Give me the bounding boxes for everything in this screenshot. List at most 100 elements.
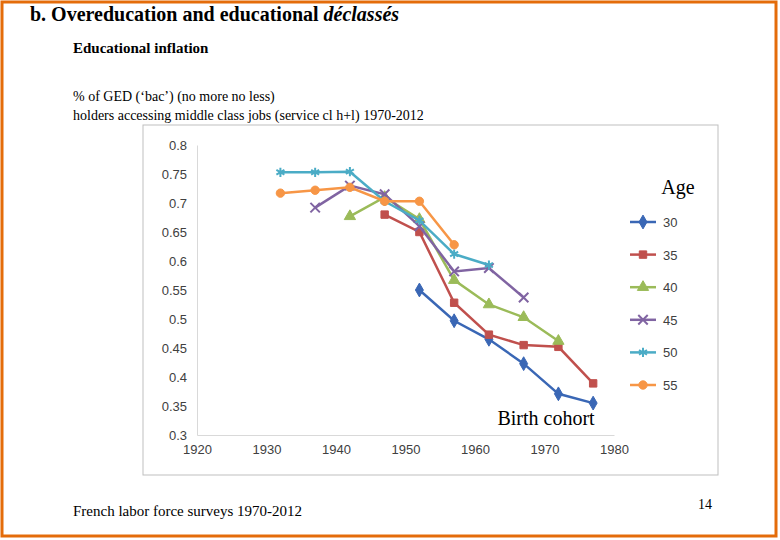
series-line (385, 215, 594, 384)
x-tick: 1970 (531, 435, 560, 457)
x-tick-label: 1970 (531, 442, 560, 457)
legend-swatch-marker (639, 251, 646, 258)
slide-border (2, 2, 776, 536)
x-tick: 1950 (392, 435, 421, 457)
slide: b. Overeducation and educational déclass… (0, 0, 780, 540)
y-tick-label: 0.35 (162, 399, 187, 414)
x-tick: 1930 (253, 435, 282, 457)
series-line (280, 172, 489, 265)
point (276, 189, 284, 197)
legend-entry: 40 (630, 280, 677, 295)
y-tick-label: 0.5 (169, 312, 187, 327)
point (449, 267, 458, 276)
point (485, 331, 492, 338)
y-tick: 0.5 (169, 312, 197, 327)
source: French labor force surveys 1970-2012 (73, 503, 302, 519)
point (344, 210, 355, 220)
point (415, 216, 423, 225)
point (519, 293, 528, 302)
point (380, 197, 388, 205)
legend-swatch-marker (639, 381, 647, 389)
legend-entry: 30 (630, 215, 677, 230)
series-line (315, 186, 524, 298)
x-tick-label: 1940 (322, 442, 351, 457)
x-tick: 1940 (322, 435, 351, 457)
heading-emphasis: déclassés (324, 3, 400, 25)
point (450, 314, 458, 328)
point (553, 335, 564, 345)
point (346, 183, 354, 191)
y-tick-label: 0.8 (169, 138, 187, 153)
legend-entry: 50 (630, 345, 677, 360)
y-axis: 0.3 0.35 0.4 0.45 0.5 0.55 0.6 0.65 0.7 0.75 0.8 (162, 138, 198, 443)
y-tick: 0.75 (162, 167, 197, 182)
y-tick: 0.8 (169, 138, 197, 153)
point (450, 299, 457, 306)
y-tick-label: 0.3 (169, 428, 187, 443)
y-tick: 0.4 (169, 370, 197, 385)
point (520, 341, 527, 348)
point (311, 168, 319, 177)
y-tick: 0.7 (169, 196, 197, 211)
y-tick: 0.35 (162, 399, 197, 414)
page-number: 14 (698, 497, 712, 512)
heading: b. Overeducation and educational déclass… (30, 3, 399, 25)
legend-entry: 45 (630, 313, 677, 328)
y-tick: 0.65 (162, 225, 197, 240)
point (310, 203, 319, 212)
heading-text: b. Overeducation and educational (30, 3, 324, 25)
legend-label: 30 (663, 215, 677, 230)
legend-swatch-marker (639, 215, 647, 229)
x-axis: 1920 1930 1940 1950 1960 1970 1980 (183, 435, 629, 457)
x-tick-label: 1930 (253, 442, 282, 457)
legend-entry: 35 (630, 248, 677, 263)
series-line (419, 290, 593, 403)
legend: Age 30 35 40 45 50 55 (630, 176, 695, 393)
x-tick-label: 1920 (183, 442, 212, 457)
legend-swatch-marker (639, 348, 647, 357)
chart-subtitle: holders accessing middle class jobs (ser… (73, 108, 424, 124)
point (589, 380, 596, 387)
legend-entry: 55 (630, 378, 677, 393)
point (381, 211, 388, 218)
point (450, 249, 458, 258)
legend-label: 50 (663, 345, 677, 360)
point (554, 387, 562, 401)
legend-label: 40 (663, 280, 677, 295)
x-tick: 1920 (183, 435, 212, 457)
y-tick: 0.45 (162, 341, 197, 356)
y-axis-line (197, 146, 198, 436)
point (485, 260, 493, 269)
plot (276, 167, 597, 410)
point (450, 241, 458, 249)
legend-label: 55 (663, 378, 677, 393)
y-tick-label: 0.75 (162, 167, 187, 182)
x-tick-label: 1960 (461, 442, 490, 457)
y-tick-label: 0.55 (162, 283, 187, 298)
point (311, 186, 319, 194)
chart-title: Educational inflation (73, 40, 209, 56)
series-line (280, 187, 454, 244)
legend-title: Age (661, 176, 694, 199)
point (520, 357, 528, 371)
point (518, 311, 529, 321)
point (483, 298, 494, 308)
y-tick-label: 0.7 (169, 196, 187, 211)
point (415, 283, 423, 297)
x-tick: 1980 (600, 435, 629, 457)
chart-subtitle: % of GED (‘bac’) (no more no less) (73, 89, 275, 105)
x-tick: 1960 (461, 435, 490, 457)
y-tick-label: 0.45 (162, 341, 187, 356)
y-tick: 0.6 (169, 254, 197, 269)
point (415, 197, 423, 205)
legend-label: 35 (663, 248, 677, 263)
x-axis-title: Birth cohort (497, 407, 595, 429)
legend-label: 45 (663, 313, 677, 328)
series-line (350, 197, 559, 341)
chart-area (143, 125, 718, 475)
y-tick-label: 0.6 (169, 254, 187, 269)
y-tick: 0.3 (169, 428, 197, 443)
x-axis-line (198, 435, 615, 436)
point (276, 168, 284, 177)
point (346, 167, 354, 176)
